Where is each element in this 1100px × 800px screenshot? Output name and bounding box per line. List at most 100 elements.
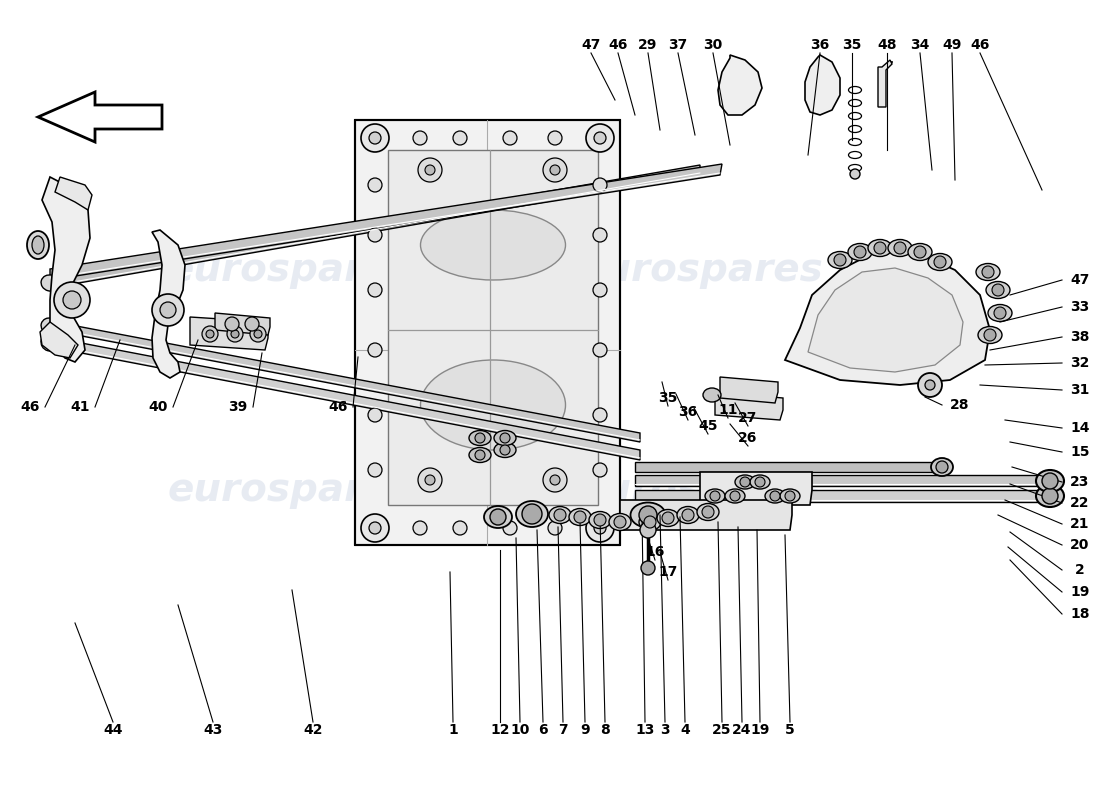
Text: 39: 39 [229,400,248,414]
Ellipse shape [41,318,59,334]
Circle shape [682,509,694,521]
Circle shape [982,266,994,278]
Ellipse shape [494,442,516,458]
Polygon shape [355,120,620,545]
Ellipse shape [725,489,745,503]
Circle shape [593,283,607,297]
Text: 36: 36 [679,405,697,419]
Circle shape [368,408,382,422]
Text: eurospares: eurospares [167,251,412,289]
Circle shape [418,158,442,182]
Text: eurospares: eurospares [578,471,823,509]
Ellipse shape [780,489,800,503]
Circle shape [425,165,435,175]
Circle shape [361,514,389,542]
Circle shape [594,132,606,144]
Text: 10: 10 [510,723,530,737]
Circle shape [574,511,586,523]
Circle shape [152,294,184,326]
Text: 2: 2 [1075,563,1085,577]
Text: 19: 19 [750,723,770,737]
Circle shape [834,254,846,266]
Circle shape [475,433,485,443]
Circle shape [918,373,942,397]
Circle shape [543,158,566,182]
Ellipse shape [978,326,1002,343]
Circle shape [554,509,566,521]
Circle shape [639,506,657,524]
Text: 36: 36 [811,38,829,52]
Circle shape [770,491,780,501]
Text: 25: 25 [713,723,732,737]
Circle shape [936,461,948,473]
Ellipse shape [1036,485,1064,507]
Ellipse shape [41,275,59,291]
Text: 6: 6 [538,723,548,737]
Ellipse shape [848,86,861,94]
Text: 45: 45 [698,419,717,433]
Ellipse shape [848,99,861,106]
Ellipse shape [420,360,565,450]
Ellipse shape [750,475,770,489]
Circle shape [730,491,740,501]
Ellipse shape [848,113,861,119]
Circle shape [453,131,468,145]
Text: 34: 34 [911,38,930,52]
Text: 5: 5 [785,723,795,737]
Ellipse shape [569,509,591,526]
Ellipse shape [848,165,861,171]
Text: 13: 13 [636,723,654,737]
Ellipse shape [928,254,952,270]
Polygon shape [39,92,162,142]
Text: 44: 44 [103,723,123,737]
Polygon shape [50,321,640,442]
Circle shape [522,504,542,524]
Polygon shape [805,55,840,115]
Text: 30: 30 [703,38,723,52]
Ellipse shape [41,333,59,351]
Circle shape [641,561,654,575]
Polygon shape [635,462,950,472]
Circle shape [500,433,510,443]
Circle shape [368,178,382,192]
Circle shape [644,516,656,528]
Circle shape [593,343,607,357]
Text: 21: 21 [1070,517,1090,531]
Text: 37: 37 [669,38,688,52]
Circle shape [593,228,607,242]
Text: 48: 48 [878,38,896,52]
Circle shape [710,491,720,501]
Ellipse shape [848,243,872,261]
Text: 24: 24 [733,723,751,737]
Circle shape [503,131,517,145]
Text: 47: 47 [1070,273,1090,287]
Text: 28: 28 [950,398,970,412]
Circle shape [785,491,795,501]
Text: 16: 16 [646,545,664,559]
Ellipse shape [848,151,861,158]
Circle shape [548,131,562,145]
Polygon shape [42,177,90,362]
Circle shape [594,514,606,526]
Ellipse shape [630,502,666,527]
Ellipse shape [931,458,953,476]
Text: 12: 12 [491,723,509,737]
Circle shape [226,317,239,331]
Ellipse shape [469,430,491,446]
Ellipse shape [469,447,491,462]
Polygon shape [808,268,962,372]
Text: 35: 35 [658,391,678,405]
Ellipse shape [848,126,861,133]
Circle shape [63,291,81,309]
Text: 11: 11 [718,403,738,417]
Polygon shape [718,55,762,115]
Circle shape [914,246,926,258]
Polygon shape [785,252,990,385]
Text: 22: 22 [1070,496,1090,510]
Ellipse shape [516,501,548,527]
Text: 33: 33 [1070,300,1090,314]
Circle shape [227,326,243,342]
Text: 46: 46 [608,38,628,52]
Text: 15: 15 [1070,445,1090,459]
Circle shape [254,330,262,338]
